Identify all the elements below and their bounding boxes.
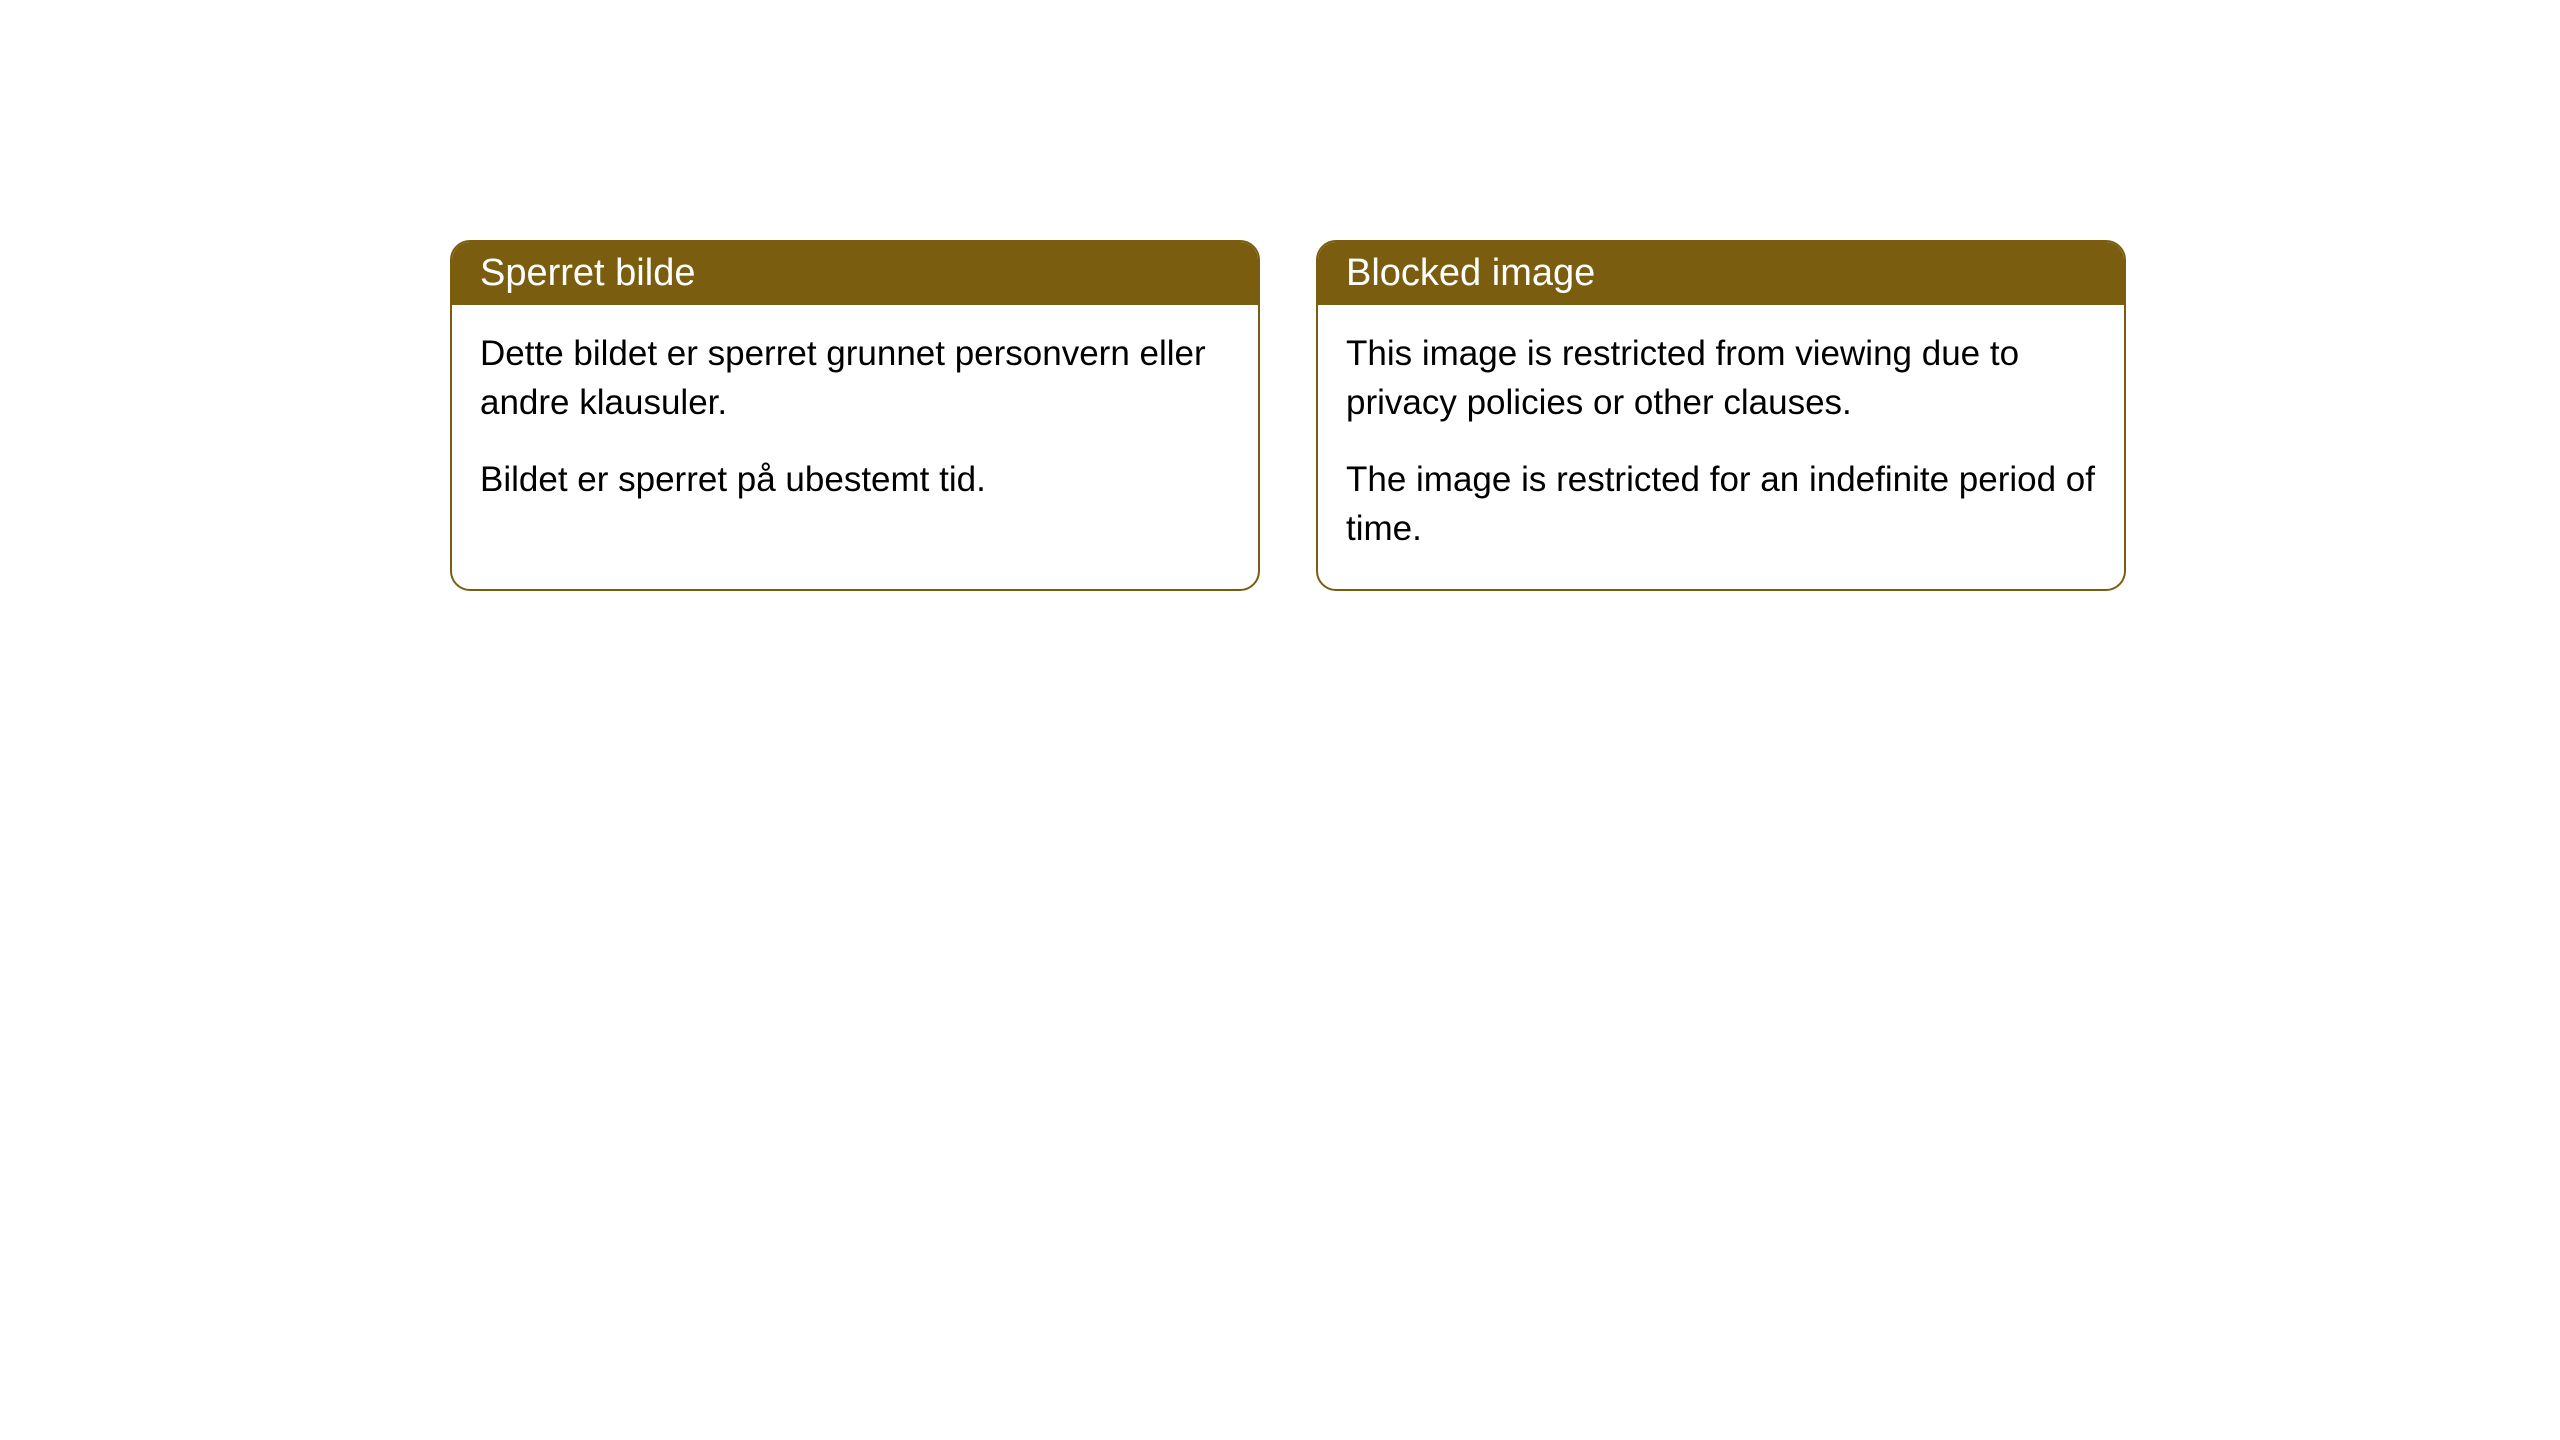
notice-header: Sperret bilde [452, 242, 1258, 305]
notice-card-norwegian: Sperret bilde Dette bildet er sperret gr… [450, 240, 1260, 591]
notice-paragraph-2: The image is restricted for an indefinit… [1346, 455, 2096, 553]
notice-header: Blocked image [1318, 242, 2124, 305]
notice-body: Dette bildet er sperret grunnet personve… [452, 305, 1258, 540]
notice-body: This image is restricted from viewing du… [1318, 305, 2124, 589]
notice-paragraph-2: Bildet er sperret på ubestemt tid. [480, 455, 1230, 504]
notice-paragraph-1: This image is restricted from viewing du… [1346, 329, 2096, 427]
notice-container: Sperret bilde Dette bildet er sperret gr… [0, 0, 2560, 591]
notice-paragraph-1: Dette bildet er sperret grunnet personve… [480, 329, 1230, 427]
notice-card-english: Blocked image This image is restricted f… [1316, 240, 2126, 591]
